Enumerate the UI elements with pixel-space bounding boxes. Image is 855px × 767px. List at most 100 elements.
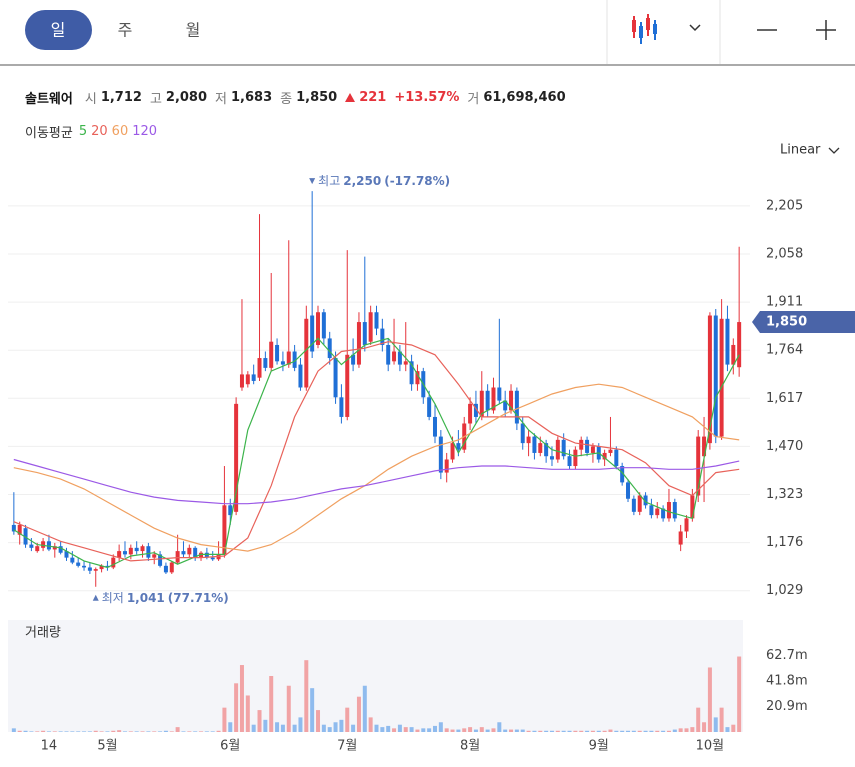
candle-body (427, 397, 432, 417)
volume-bar (655, 730, 660, 732)
volume-bar (76, 731, 81, 732)
y-tick-label: 1,176 (766, 535, 803, 550)
volume-bar (514, 729, 519, 732)
candle-body (731, 344, 736, 365)
annotation-change: (77.71%) (168, 590, 229, 604)
ma-line (13, 458, 740, 505)
volume-bar (257, 710, 262, 732)
volume-bar (444, 728, 449, 732)
candle-body (146, 546, 151, 558)
volume-bar (427, 728, 432, 732)
candle-body (239, 374, 244, 388)
volume-bar (263, 719, 268, 732)
candle-body (187, 547, 192, 555)
volume-bar (23, 730, 28, 732)
tab-active-bg[interactable] (25, 10, 92, 50)
candle-body (602, 452, 607, 460)
candle-body (122, 551, 127, 555)
volume-bar (134, 731, 139, 732)
volume-bar (187, 731, 192, 732)
volume-bar (526, 730, 531, 732)
candle-body (310, 315, 315, 352)
volume-bar (158, 731, 163, 732)
y-tick-label: 2,058 (766, 247, 803, 262)
candle-body (111, 557, 116, 568)
volume-tick-label: 62.7m (766, 648, 808, 663)
candle-body (204, 552, 209, 558)
candle-body (193, 547, 198, 558)
candle-body (707, 315, 712, 444)
candle-body (117, 551, 122, 558)
volume-bar (280, 724, 285, 732)
candle-body (245, 374, 250, 385)
price-tag-label: 1,850 (766, 315, 807, 330)
volume-bar (292, 724, 297, 732)
candle-body (257, 358, 262, 378)
tab[interactable]: 주 (118, 21, 133, 40)
x-tick-label: 5월 (97, 739, 117, 754)
volume-bar (473, 729, 478, 732)
label: 저 (215, 92, 227, 107)
volume-bar (485, 729, 490, 732)
volume-bar (99, 731, 104, 732)
annotation-label: 최저 (102, 590, 124, 604)
candle-body (169, 562, 174, 573)
volume-bar (579, 730, 584, 732)
candle-body (491, 387, 496, 411)
ma-label: 이동평균 (25, 126, 73, 141)
volume-bar (374, 724, 379, 732)
volume-bar (386, 725, 391, 732)
volume-bar (199, 731, 204, 732)
dropdown-icon[interactable] (828, 147, 840, 154)
volume-bar (392, 728, 397, 732)
volume-bar (696, 707, 701, 732)
volume-bar (111, 730, 116, 732)
candle-body (275, 344, 280, 362)
volume-bar (64, 731, 69, 732)
candle-body (444, 459, 449, 473)
x-tick-label: 10월 (696, 739, 725, 754)
candle-body (696, 436, 701, 496)
chart-type-button[interactable] (632, 14, 657, 44)
candle-body (46, 541, 51, 550)
candle-body (286, 351, 291, 365)
tab[interactable]: 일 (51, 21, 66, 40)
volume-bar (479, 727, 484, 732)
candle-body (409, 361, 414, 385)
volume-bar (690, 727, 695, 732)
candle-body (99, 565, 104, 570)
volume-bar (649, 730, 654, 732)
volume-bar (631, 730, 636, 732)
candle-body (532, 436, 537, 453)
candle-body (280, 361, 285, 365)
tab[interactable]: 월 (186, 21, 201, 40)
dropdown-icon[interactable] (689, 24, 701, 32)
volume-bar (590, 730, 595, 732)
candle-body (128, 547, 133, 555)
volume-bar (497, 722, 502, 732)
ma-line (13, 341, 740, 562)
volume-bar (146, 731, 151, 732)
candle-body (567, 456, 572, 467)
candle-body (678, 531, 683, 545)
candle-body (637, 495, 642, 512)
candle-body (210, 557, 215, 560)
volume-bar (637, 730, 642, 732)
volume-bar (362, 685, 367, 732)
volume-bar (438, 722, 443, 732)
zoom-in[interactable] (816, 20, 836, 40)
x-tick-label: 8월 (460, 739, 480, 754)
volume-bar (719, 707, 724, 732)
candle-body (70, 557, 75, 563)
volume-bar (175, 727, 180, 732)
volume-bar (351, 724, 356, 732)
candle-body (321, 312, 326, 339)
candle-body (549, 456, 554, 460)
candle-body (345, 354, 350, 417)
scale-mode[interactable]: Linear (780, 143, 821, 158)
candle-body (479, 390, 484, 417)
candle-body (228, 505, 233, 516)
volume-bar (239, 665, 244, 732)
volume-bar (222, 707, 227, 732)
volume-bar (409, 727, 414, 732)
